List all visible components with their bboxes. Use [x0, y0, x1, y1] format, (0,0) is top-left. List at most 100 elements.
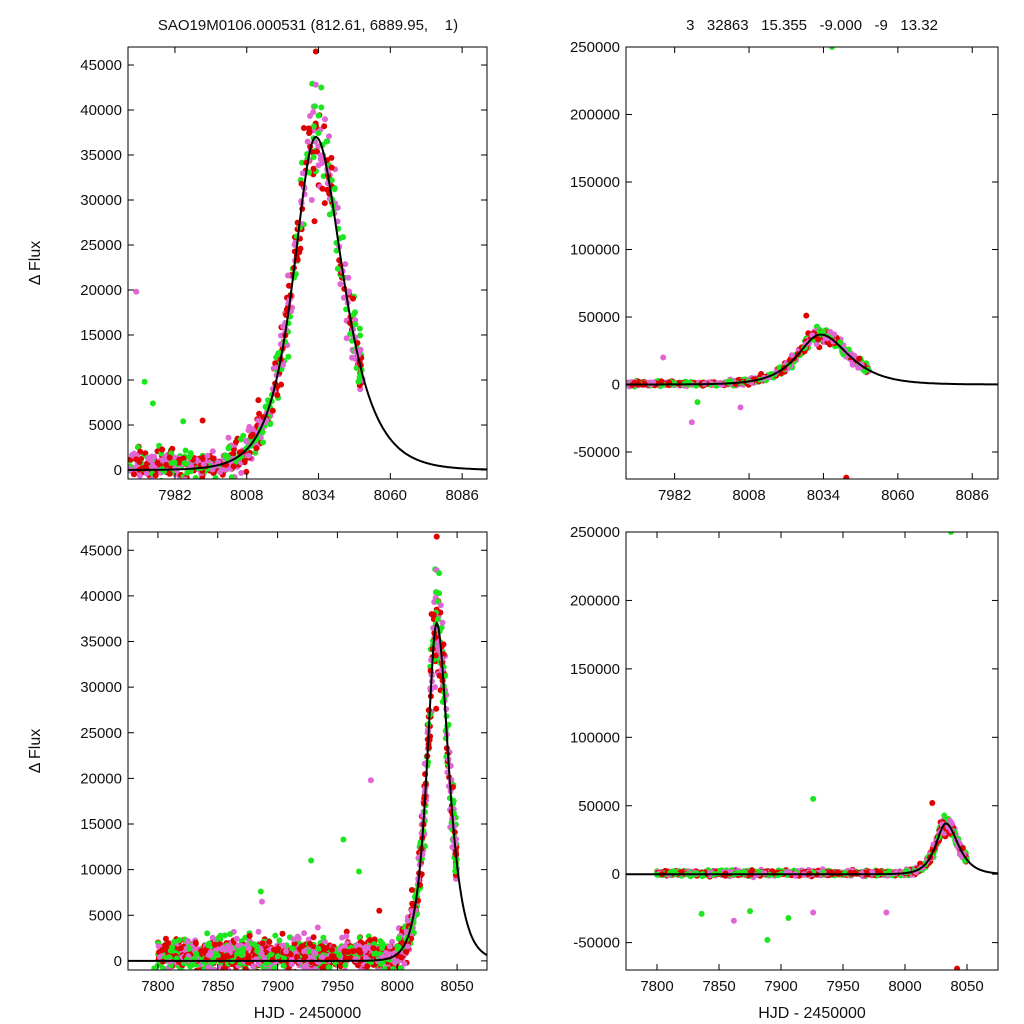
data-point — [310, 123, 317, 130]
data-point — [319, 185, 326, 192]
outlier-point — [340, 836, 347, 843]
outlier-point — [199, 417, 206, 424]
data-point — [367, 937, 374, 944]
data-point — [288, 961, 295, 968]
data-point — [433, 705, 440, 712]
y-tick-label: 0 — [114, 953, 122, 970]
x-tick-label: 7950 — [321, 978, 354, 995]
data-point — [302, 953, 309, 960]
data-point — [274, 953, 281, 960]
data-point — [352, 321, 359, 328]
data-point — [315, 945, 322, 952]
data-point — [233, 439, 239, 445]
data-point — [255, 417, 262, 424]
data-point — [244, 942, 251, 949]
data-point — [130, 471, 137, 478]
data-point — [289, 945, 296, 952]
data-point — [182, 476, 189, 479]
y-tick-label: 45000 — [80, 542, 122, 559]
data-point — [252, 449, 259, 456]
data-point — [286, 282, 292, 289]
data-point — [401, 960, 408, 967]
data-point — [243, 468, 250, 475]
y-tick-label: 20000 — [80, 770, 122, 787]
data-point — [240, 432, 247, 439]
data-point — [227, 931, 233, 938]
data-point — [162, 935, 169, 942]
data-point — [309, 149, 316, 156]
data-point — [182, 447, 189, 454]
data-point — [377, 938, 384, 945]
data-point — [301, 948, 308, 955]
data-point — [437, 602, 444, 609]
data-point — [160, 965, 167, 970]
data-point — [438, 624, 445, 631]
data-point — [199, 972, 205, 978]
data-point — [279, 930, 286, 937]
data-point — [328, 164, 335, 171]
data-point — [285, 353, 292, 360]
y-tick-label: 50000 — [578, 309, 620, 326]
data-point — [186, 454, 193, 461]
data-point — [356, 972, 362, 978]
outlier-point — [694, 399, 701, 406]
data-point — [356, 325, 363, 332]
data-point — [347, 954, 354, 961]
data-point — [357, 346, 364, 353]
data-point — [205, 942, 212, 949]
y-tick-label: 200000 — [570, 107, 620, 124]
data-point — [209, 448, 216, 455]
data-point — [307, 954, 313, 961]
chart-panel-3: 7800 7850 7900 7950 8000 80500500010000150002… — [27, 531, 488, 1022]
data-point — [345, 274, 352, 281]
plot-frame — [625, 46, 999, 480]
data-point — [171, 938, 178, 945]
outlier-point — [376, 907, 383, 914]
y-tick-label: 0 — [612, 377, 620, 394]
data-point — [223, 453, 230, 460]
outlier-point — [149, 400, 156, 407]
data-point — [280, 323, 287, 330]
y-tick-label: 0 — [114, 462, 122, 479]
data-point — [287, 951, 294, 958]
data-point — [192, 939, 199, 946]
x-tick-label: 8086 — [956, 487, 989, 504]
outlier-point — [151, 965, 158, 970]
data-point — [364, 963, 371, 970]
data-point — [250, 963, 257, 970]
data-point — [319, 954, 326, 961]
outlier-point — [843, 474, 850, 479]
plot-frame — [127, 46, 488, 480]
data-point — [243, 970, 249, 976]
data-point — [299, 170, 306, 177]
data-point — [381, 965, 388, 970]
data-point — [267, 421, 274, 428]
data-point — [280, 962, 287, 969]
data-point — [408, 887, 415, 893]
right-header-title: 3 32863 15.355 -9.000 -9 13.32 — [686, 17, 938, 34]
data-point — [225, 971, 231, 977]
data-point — [433, 589, 440, 596]
outlier-point — [312, 81, 319, 88]
data-point — [295, 935, 302, 942]
data-point — [165, 940, 171, 947]
data-point — [328, 953, 335, 960]
data-point — [386, 943, 393, 950]
data-point — [337, 281, 344, 288]
data-point — [225, 943, 232, 950]
x-tick-label: 7800 — [141, 978, 174, 995]
data-point — [228, 474, 235, 479]
y-tick-label: 10000 — [80, 862, 122, 879]
outlier-point — [436, 570, 443, 577]
data-point — [326, 211, 333, 218]
data-point — [148, 453, 155, 460]
data-point — [273, 364, 280, 371]
data-point — [304, 138, 311, 145]
data-point — [354, 962, 361, 969]
data-point — [169, 944, 176, 951]
data-point — [788, 352, 795, 359]
data-point — [163, 461, 170, 468]
data-point — [449, 844, 456, 851]
